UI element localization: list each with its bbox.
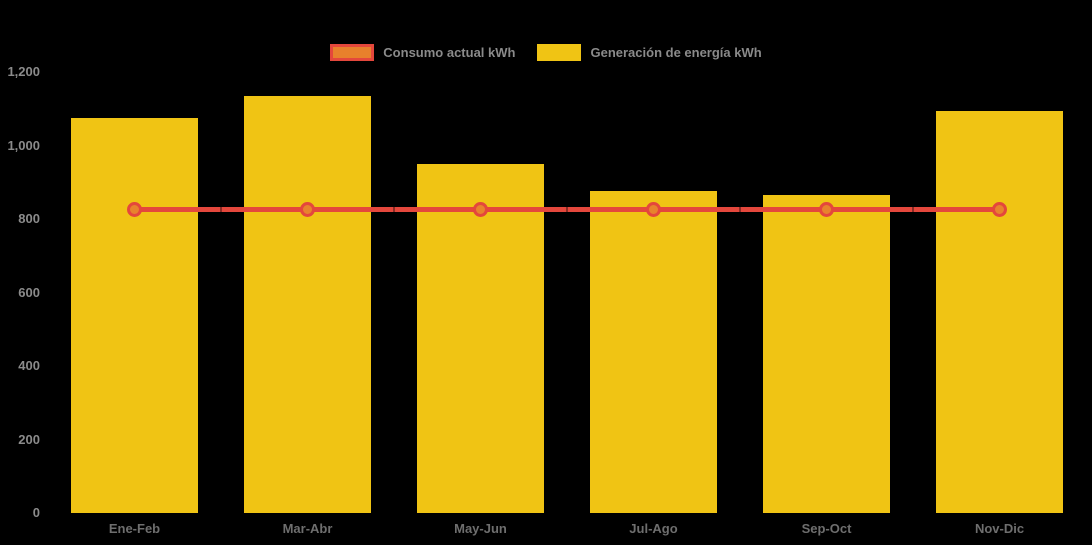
- generation-bar[interactable]: [417, 163, 544, 513]
- y-axis-tick-label: 1,200: [7, 64, 40, 79]
- x-axis-tick-label: May-Jun: [454, 521, 507, 536]
- legend-label-consumo: Consumo actual kWh: [383, 45, 516, 60]
- legend-item-generacion[interactable]: Generación de energía kWh: [537, 44, 762, 61]
- consumption-line: [134, 207, 1000, 213]
- generation-bar[interactable]: [590, 191, 717, 513]
- consumption-point[interactable]: [992, 202, 1007, 218]
- consumption-point[interactable]: [300, 202, 315, 218]
- category-gridline: [912, 72, 914, 513]
- category-gridline: [566, 72, 568, 513]
- generation-bar[interactable]: [936, 110, 1063, 513]
- consumption-point[interactable]: [473, 202, 488, 218]
- y-axis-tick-label: 0: [32, 505, 40, 520]
- x-axis-tick-label: Nov-Dic: [974, 521, 1025, 536]
- y-axis-tick-label: 800: [18, 211, 40, 226]
- generation-bar[interactable]: [763, 195, 890, 513]
- category-gridline: [393, 72, 395, 513]
- y-axis-tick-label: 400: [18, 358, 40, 373]
- consumption-point[interactable]: [646, 202, 661, 218]
- y-axis-tick-label: 200: [18, 431, 40, 447]
- consumption-point[interactable]: [819, 202, 834, 218]
- chart-legend: Consumo actual kWh Generación de energía…: [0, 44, 1092, 61]
- x-axis-tick-label: Jul-Ago: [629, 521, 678, 536]
- legend-item-consumo[interactable]: Consumo actual kWh: [330, 44, 515, 61]
- generacion-swatch-icon: [537, 44, 582, 61]
- category-gridline: [739, 72, 741, 513]
- legend-label-generacion: Generación de energía kWh: [590, 45, 762, 60]
- y-axis-tick-label: 1,000: [7, 137, 40, 153]
- y-axis-tick-label: 600: [18, 284, 40, 300]
- x-axis-tick-label: Sep-Oct: [801, 521, 852, 536]
- x-axis-tick-label: Ene-Feb: [108, 521, 161, 536]
- x-axis-tick-label: Mar-Abr: [282, 521, 333, 536]
- generation-bar[interactable]: [244, 95, 371, 513]
- consumption-point[interactable]: [127, 202, 142, 218]
- consumo-swatch-icon: [330, 44, 375, 61]
- generation-bar[interactable]: [71, 117, 198, 513]
- category-gridline: [220, 72, 222, 513]
